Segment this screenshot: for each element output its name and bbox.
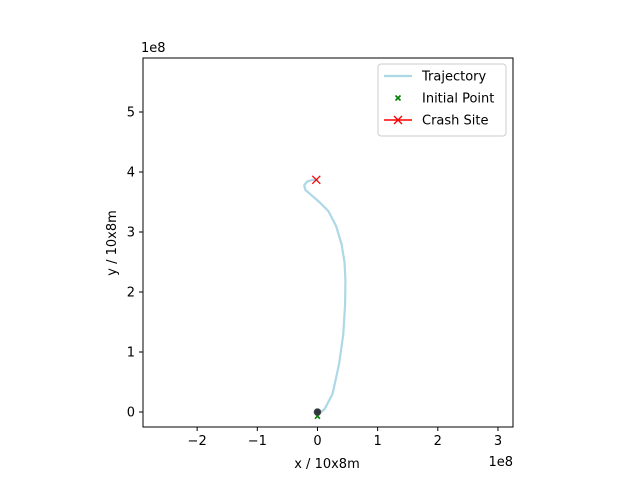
crash-site-marker — [311, 175, 321, 185]
legend-label: Trajectory — [421, 70, 486, 85]
legend-swatch-crash-site-stroke-b — [393, 115, 403, 125]
x-tick-label: 0 — [313, 434, 321, 449]
y-tick-label: 1 — [127, 346, 135, 361]
y-tick-label: 4 — [127, 166, 135, 181]
y-axis-label: y / 10x8m — [105, 210, 120, 276]
y-tick-label: 0 — [127, 406, 135, 421]
y-tick-label: 2 — [127, 286, 135, 301]
plot-area — [303, 175, 347, 420]
legend-entry: Crash Site — [384, 114, 489, 129]
legend-box — [377, 63, 507, 137]
crash-site-marker-stroke-b — [311, 175, 321, 185]
x-axis-label: x / 10x8m — [294, 457, 360, 472]
x-tick-label: −2 — [188, 434, 207, 449]
axes-frame — [142, 57, 514, 428]
legend-label: Crash Site — [422, 114, 489, 129]
trajectory-line — [303, 178, 347, 417]
legend-entry: Initial Point — [394, 92, 494, 107]
y-tick-label: 3 — [127, 226, 135, 241]
x-offset-label: 1e8 — [488, 455, 513, 470]
x-tick-label: 2 — [434, 434, 442, 449]
y-offset-label: 1e8 — [141, 41, 166, 56]
axes: −2 −1 0 1 2 3 0 1 2 3 4 5 — [127, 57, 514, 449]
x-tick-label: 1 — [373, 434, 381, 449]
central-body-point — [313, 408, 322, 416]
x-tick-label: 3 — [494, 434, 502, 449]
legend-entry: Trajectory — [384, 70, 486, 85]
legend: Trajectory Initial Point Crash Site — [377, 63, 507, 137]
x-tick-label: −1 — [248, 434, 267, 449]
legend-swatch-initial-point — [394, 94, 402, 102]
legend-label: Initial Point — [422, 92, 494, 107]
legend-swatch-initial-point-stroke-b — [394, 94, 402, 102]
legend-swatch-crash-site — [393, 115, 403, 125]
y-tick-label: 5 — [127, 106, 135, 121]
